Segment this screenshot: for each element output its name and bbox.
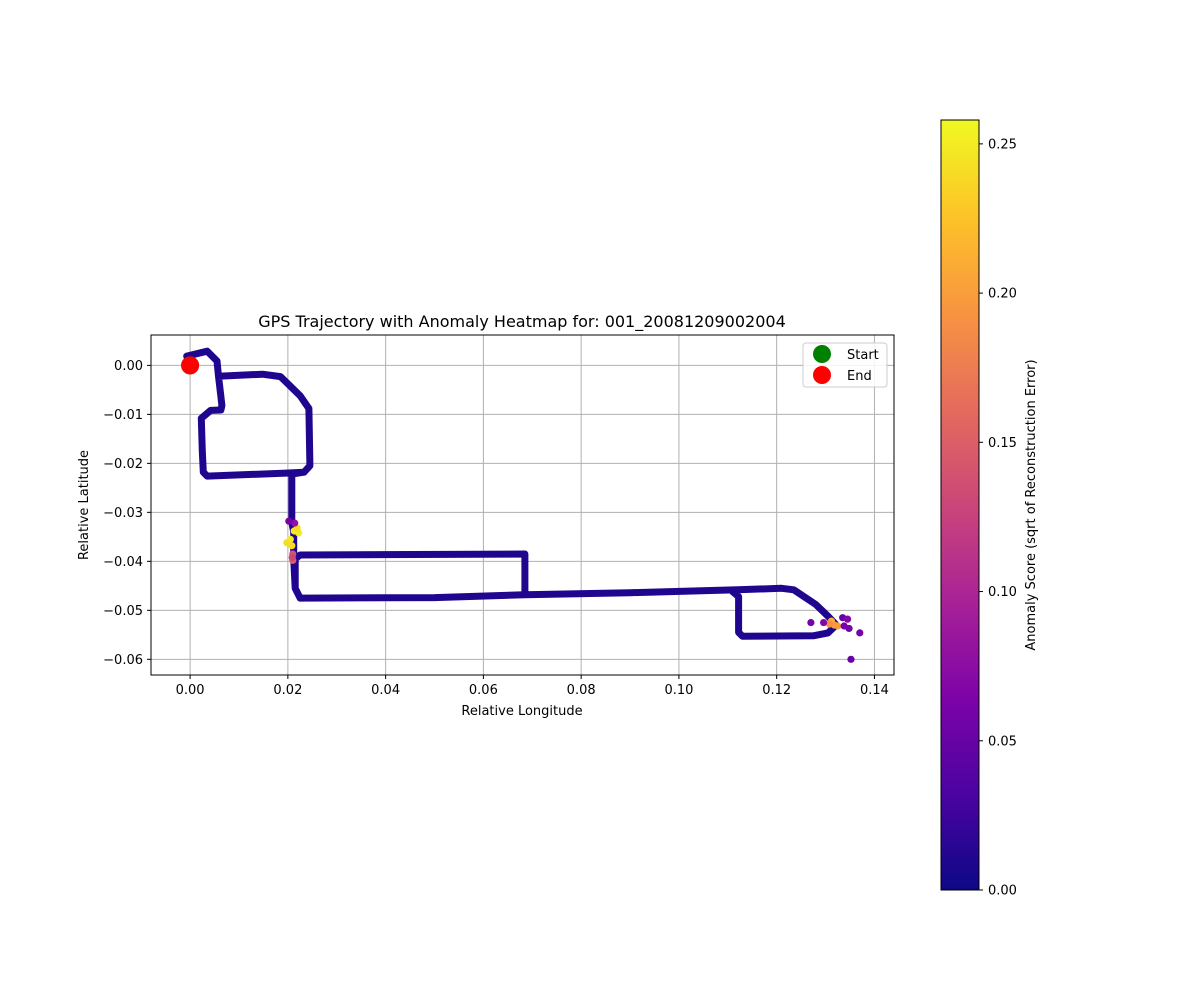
colorbar-tick-label: 0.20 — [988, 287, 1017, 302]
x-tick-label: 0.08 — [567, 683, 596, 698]
anomaly-point — [847, 655, 855, 663]
anomaly-point — [288, 553, 296, 562]
colorbar-gradient — [940, 119, 980, 891]
x-tick-label: 0.12 — [762, 683, 791, 698]
y-tick-label: −0.03 — [103, 506, 143, 521]
anomaly-point — [843, 615, 852, 623]
legend-end-label: End — [847, 369, 872, 384]
anomaly-point — [834, 622, 842, 630]
x-tick-label: 0.00 — [176, 683, 205, 698]
x-axis-label: Relative Longitude — [461, 704, 582, 719]
y-tick-label: −0.01 — [103, 408, 143, 423]
chart-title: GPS Trajectory with Anomaly Heatmap for:… — [258, 312, 786, 332]
grid — [151, 335, 894, 675]
legend-start-label: Start — [847, 348, 879, 363]
colorbar-tick-label: 0.25 — [988, 137, 1017, 152]
legend: Start End — [802, 342, 888, 388]
colorbar-tick-label: 0.10 — [988, 585, 1017, 600]
anomaly-point — [288, 542, 296, 550]
legend-start-marker — [813, 345, 831, 363]
anomaly-point — [845, 624, 853, 633]
axis-ticks: 0.00 0.02 0.04 0.06 0.08 0.10 0.12 0.14 0.00 −0.0… — [103, 359, 889, 698]
colorbar-tick-label: 0.05 — [988, 734, 1017, 749]
y-tick-label: 0.00 — [114, 359, 143, 374]
y-tick-label: −0.05 — [103, 604, 143, 619]
colorbar-ticks: 0.00 0.05 0.10 0.15 0.20 0.25 — [979, 137, 1017, 899]
x-tick-label: 0.14 — [860, 683, 889, 698]
x-tick-label: 0.02 — [273, 683, 302, 698]
x-tick-label: 0.04 — [371, 683, 400, 698]
colorbar: 0.00 0.05 0.10 0.15 0.20 0.25 Anomaly Score (… — [940, 119, 1039, 899]
plot-frame — [150, 334, 895, 676]
y-axis-label: Relative Latitude — [77, 450, 92, 560]
anomaly-point — [285, 517, 293, 525]
anomaly-point — [291, 519, 299, 527]
anomaly-point — [807, 618, 815, 627]
x-tick-label: 0.06 — [469, 683, 498, 698]
colorbar-tick-label: 0.15 — [988, 436, 1017, 451]
colorbar-label: Anomaly Score (sqrt of Reconstruction Er… — [1024, 359, 1039, 650]
trajectory-line — [183, 347, 840, 640]
anomaly-point — [825, 620, 834, 628]
y-tick-label: −0.02 — [103, 457, 143, 472]
anomaly-point — [856, 629, 864, 637]
colorbar-tick-label: 0.00 — [988, 884, 1017, 899]
data-layer — [181, 347, 864, 663]
x-tick-label: 0.10 — [664, 683, 693, 698]
anomaly-point — [820, 618, 828, 627]
legend-end-marker — [813, 366, 831, 384]
end-marker — [181, 356, 200, 375]
y-tick-label: −0.06 — [103, 653, 143, 668]
y-tick-label: −0.04 — [103, 555, 143, 570]
